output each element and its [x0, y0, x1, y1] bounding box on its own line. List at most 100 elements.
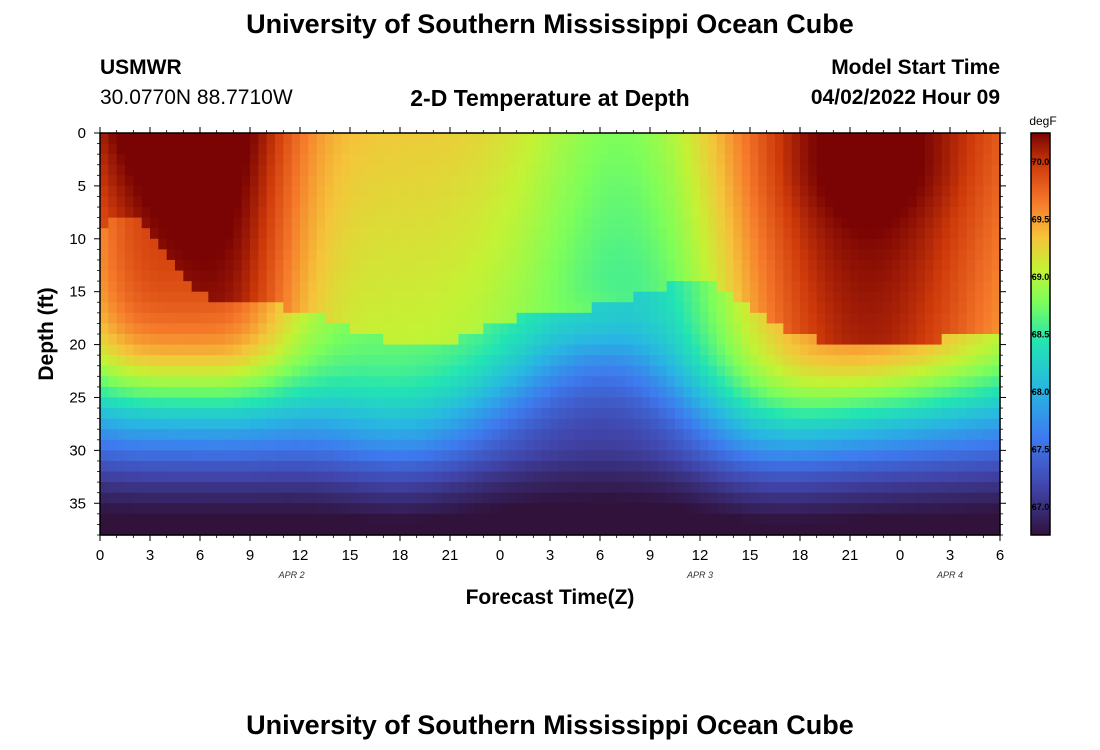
heatmap-cell: [708, 323, 718, 335]
heatmap-cell: [500, 492, 509, 504]
heatmap-cell: [525, 503, 534, 515]
heatmap-cell: [750, 471, 759, 483]
heatmap-cell: [691, 323, 701, 335]
heatmap-cell: [416, 344, 426, 356]
heatmap-cell: [508, 513, 518, 526]
heatmap-cell: [266, 397, 276, 409]
heatmap-cell: [891, 281, 901, 293]
heatmap-cell: [583, 471, 593, 483]
heatmap-cell: [300, 376, 309, 388]
heatmap-cell: [908, 207, 918, 219]
heatmap-cell: [625, 185, 634, 198]
heatmap-cell: [433, 471, 443, 483]
heatmap-cell: [666, 450, 676, 462]
heatmap-cell: [333, 386, 343, 399]
heatmap-cell: [541, 196, 551, 208]
heatmap-cell: [525, 323, 534, 335]
heatmap-cell: [950, 133, 959, 145]
heatmap-cell: [233, 281, 243, 293]
heatmap-cell: [125, 207, 134, 219]
heatmap-cell: [933, 259, 943, 272]
heatmap-cell: [350, 513, 359, 526]
heatmap-cell: [458, 249, 468, 261]
heatmap-cell: [333, 196, 343, 208]
heatmap-cell: [500, 429, 509, 441]
heatmap-cell: [641, 238, 651, 250]
heatmap-cell: [908, 471, 918, 483]
heatmap-cell: [741, 259, 751, 272]
heatmap-cell: [508, 471, 518, 483]
heatmap-cell: [433, 164, 443, 176]
heatmap-cell: [850, 143, 859, 155]
heatmap-cell: [283, 503, 293, 515]
heatmap-cell: [283, 154, 293, 166]
heatmap-cell: [641, 386, 651, 399]
heatmap-cell: [100, 397, 109, 409]
heatmap-cell: [383, 164, 393, 176]
heatmap-cell: [925, 355, 934, 367]
heatmap-cell: [858, 281, 868, 293]
heatmap-cell: [608, 302, 618, 314]
heatmap-cell: [825, 259, 834, 272]
heatmap-cell: [525, 312, 534, 325]
heatmap-cell: [825, 281, 834, 293]
heatmap-cell: [375, 450, 384, 462]
heatmap-cell: [600, 249, 609, 261]
heatmap-cell: [133, 185, 143, 198]
heatmap-cell: [983, 207, 993, 219]
heatmap-cell: [975, 418, 984, 430]
heatmap-cell: [700, 386, 709, 399]
heatmap-cell: [600, 334, 609, 346]
heatmap-cell: [850, 249, 859, 261]
heatmap-cell: [575, 228, 584, 240]
heatmap-cell: [683, 429, 693, 441]
heatmap-cell: [166, 376, 176, 388]
heatmap-cell: [758, 217, 768, 229]
heatmap-cell: [741, 397, 751, 409]
heatmap-cell: [308, 503, 318, 515]
heatmap-cell: [716, 482, 726, 494]
heatmap-cell: [950, 217, 959, 229]
heatmap-cell: [408, 439, 418, 451]
heatmap-cell: [900, 249, 909, 261]
heatmap-cell: [800, 482, 809, 494]
heatmap-cell: [358, 471, 368, 483]
heatmap-cell: [266, 334, 276, 346]
heatmap-cell: [791, 207, 801, 219]
heatmap-cell: [350, 164, 359, 176]
heatmap-cell: [316, 365, 326, 377]
heatmap-cell: [416, 365, 426, 377]
heatmap-cell: [116, 429, 126, 441]
heatmap-cell: [275, 418, 284, 430]
heatmap-cell: [241, 249, 251, 261]
heatmap-cell: [750, 185, 759, 198]
y-tick-label: 10: [69, 231, 86, 248]
heatmap-cell: [250, 238, 259, 250]
heatmap-cell: [458, 185, 468, 198]
heatmap-cell: [758, 355, 768, 367]
heatmap-cell: [941, 259, 951, 272]
heatmap-cell: [366, 228, 376, 240]
heatmap-cell: [158, 196, 168, 208]
heatmap-cell: [450, 418, 459, 430]
heatmap-cell: [233, 164, 243, 176]
heatmap-cell: [691, 355, 701, 367]
heatmap-cell: [983, 397, 993, 409]
heatmap-cell: [991, 196, 1001, 208]
heatmap-cell: [125, 376, 134, 388]
heatmap-cell: [566, 355, 576, 367]
heatmap-cell: [925, 334, 934, 346]
heatmap-cell: [125, 460, 134, 473]
heatmap-cell: [575, 376, 584, 388]
heatmap-cell: [366, 450, 376, 462]
heatmap-cell: [141, 344, 151, 356]
heatmap-cell: [191, 238, 201, 250]
heatmap-cell: [950, 492, 959, 504]
heatmap-cell: [941, 524, 951, 536]
heatmap-cell: [866, 418, 876, 430]
heatmap-cell: [308, 365, 318, 377]
heatmap-cell: [908, 460, 918, 473]
heatmap-cell: [600, 281, 609, 293]
heatmap-cell: [341, 312, 351, 325]
heatmap-cell: [716, 323, 726, 335]
